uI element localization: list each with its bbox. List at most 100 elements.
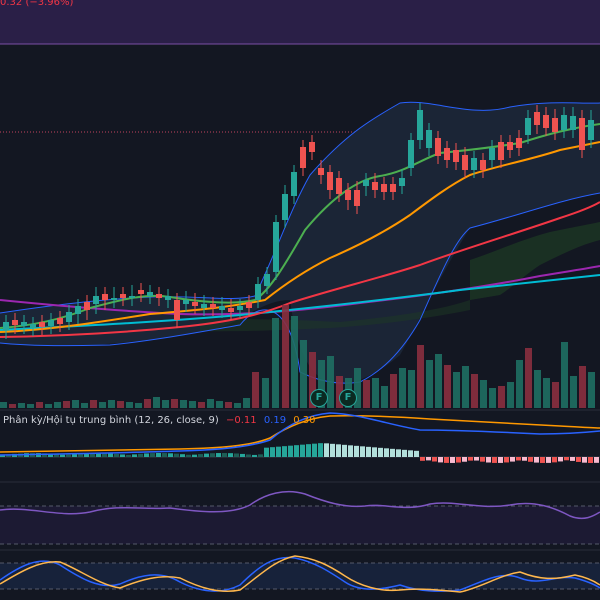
macd-value: −0.11 — [225, 415, 257, 426]
volume-bar — [252, 372, 259, 408]
candle-body — [390, 184, 396, 192]
volume-bar — [570, 376, 577, 408]
volume-bar — [471, 374, 478, 408]
volume-bar — [444, 365, 451, 408]
candle-body — [480, 160, 486, 170]
candle-body — [102, 294, 108, 300]
macd-hist-bar — [348, 445, 353, 457]
macd-hist-bar — [78, 453, 83, 457]
macd-hist-bar — [546, 457, 551, 463]
volume-bar — [99, 402, 106, 408]
candle-body — [336, 178, 342, 194]
macd-title: Phân kỳ/Hội tụ trung bình (12, 26, close… — [3, 415, 219, 426]
macd-hist-bar — [120, 454, 125, 457]
volume-bar — [171, 399, 178, 408]
ma-red — [0, 201, 600, 338]
candle-body — [93, 296, 99, 304]
macd-hist-bar — [492, 457, 497, 463]
macd-hist-bar — [324, 443, 329, 457]
ma-orange — [0, 141, 600, 333]
ma-green — [0, 123, 600, 329]
macd-hist-bar — [144, 453, 149, 457]
volume-bar — [54, 402, 61, 408]
volume-bar — [336, 376, 343, 408]
candle-body — [165, 296, 171, 300]
event-marker-f[interactable]: F — [339, 389, 357, 407]
macd-hist-bar — [66, 454, 71, 457]
volume-bar — [327, 356, 334, 408]
volume-bar — [9, 404, 16, 408]
macd-hist-bar — [162, 453, 167, 457]
macd-hist-bar — [390, 448, 395, 457]
volume-series — [0, 305, 595, 408]
candle-body — [138, 290, 144, 294]
macd-hist-bar — [180, 454, 185, 457]
macd-hist-bar — [216, 453, 221, 457]
macd-hist-bar — [102, 453, 107, 457]
macd-hist-bar — [6, 454, 11, 457]
volume-bar — [363, 380, 370, 408]
macd-hist-bar — [198, 454, 203, 457]
volume-bar — [36, 402, 43, 408]
macd-hist-bar — [444, 457, 449, 463]
macd-hist-bar — [480, 457, 485, 462]
volume-bar — [498, 386, 505, 408]
candle-body — [498, 142, 504, 160]
candle-body — [588, 120, 594, 140]
candle-body — [552, 118, 558, 132]
candle-body — [345, 190, 351, 200]
candle-body — [264, 274, 270, 286]
volume-bar — [207, 399, 214, 408]
macd-hist-bar — [468, 457, 473, 461]
volume-bar — [318, 360, 325, 408]
macd-hist-bar — [282, 446, 287, 457]
volume-bar — [262, 378, 269, 408]
macd-hist-bar — [426, 457, 431, 461]
volume-bar — [126, 402, 133, 408]
candle-body — [291, 172, 297, 196]
event-marker-f[interactable]: F — [310, 389, 328, 407]
volume-bar — [579, 366, 586, 408]
macd-hist-bar — [498, 457, 503, 463]
volume-bar — [381, 386, 388, 408]
macd-hist-bar — [408, 450, 413, 457]
macd-hist-bar — [594, 457, 599, 463]
candle-body — [192, 302, 198, 306]
candle-body — [444, 148, 450, 160]
macd-hist-bar — [486, 457, 491, 463]
candle-body — [579, 118, 585, 150]
volume-bar — [135, 403, 142, 408]
volume-bar — [225, 402, 232, 408]
candle-body — [525, 118, 531, 135]
volume-bar — [390, 374, 397, 408]
macd-hist-bar — [252, 454, 257, 457]
volume-bar — [216, 401, 223, 408]
volume-bar — [45, 404, 52, 408]
candle-body — [84, 302, 90, 310]
macd-hist-bar — [336, 444, 341, 457]
candle-body — [489, 148, 495, 160]
macd-legend[interactable]: Phân kỳ/Hội tụ trung bình (12, 26, close… — [3, 415, 320, 426]
candle-body — [327, 172, 333, 190]
rsi-line — [0, 490, 600, 520]
macd-hist-bar — [270, 447, 275, 457]
macd-hist-bar — [588, 457, 593, 463]
candle-body — [399, 178, 405, 186]
candle-body — [75, 306, 81, 314]
volume-bar — [272, 318, 279, 408]
candlestick-series — [3, 103, 594, 339]
macd-hist-bar — [54, 454, 59, 457]
ma-purple — [0, 265, 600, 316]
volume-bar — [72, 400, 79, 408]
volume-bar — [63, 401, 70, 408]
macd-hist-bar — [384, 448, 389, 457]
volume-bar — [300, 340, 307, 408]
macd-hist-bar — [294, 445, 299, 457]
macd-hist-bar — [420, 457, 425, 461]
candle-body — [201, 304, 207, 308]
candle-body — [174, 300, 180, 320]
candle-body — [183, 300, 189, 304]
candle-body — [120, 294, 126, 298]
